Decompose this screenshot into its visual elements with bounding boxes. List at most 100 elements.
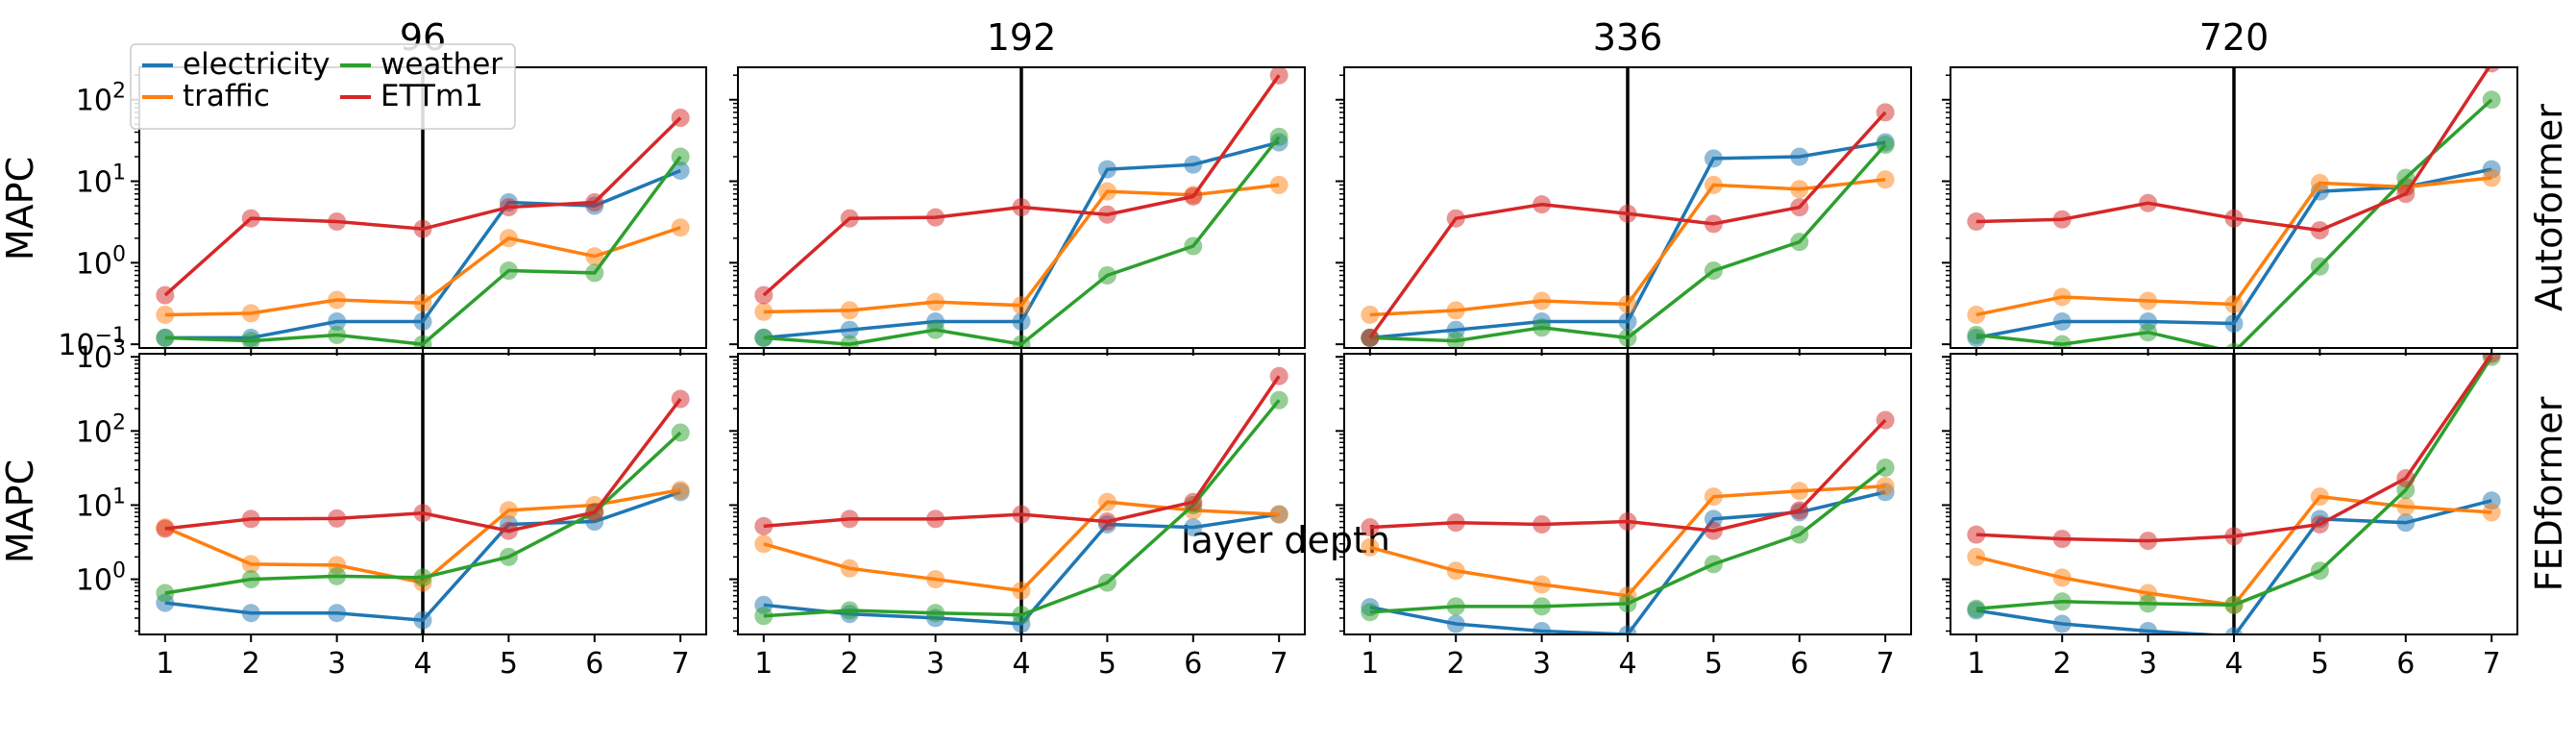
y-tick-label: 100 xyxy=(76,559,126,598)
data-point-weather-3 xyxy=(2139,594,2158,613)
data-point-weather-2 xyxy=(241,570,260,589)
data-point-ETTm1-7 xyxy=(671,389,690,409)
data-point-weather-1 xyxy=(156,328,175,347)
data-point-ETTm1-7 xyxy=(1269,67,1288,85)
y-tick-label: 102 xyxy=(76,410,126,449)
y-tick-label: 10−1 xyxy=(58,324,126,362)
row-label: Autoformer xyxy=(2528,104,2570,311)
data-point-weather-1 xyxy=(156,584,175,603)
data-point-ETTm1-1 xyxy=(754,516,773,535)
data-point-traffic-5 xyxy=(499,501,518,520)
data-point-ETTm1-4 xyxy=(1618,204,1637,223)
data-point-ETTm1-2 xyxy=(1446,513,1465,533)
data-point-traffic-7 xyxy=(671,481,690,500)
column-title: 720 xyxy=(2199,16,2269,59)
data-point-weather-3 xyxy=(328,325,347,344)
x-tick-label: 5 xyxy=(1705,647,1723,681)
data-point-ETTm1-1 xyxy=(1967,525,1986,544)
data-point-ETTm1-6 xyxy=(2396,185,2416,204)
data-point-traffic-1 xyxy=(1361,305,1380,324)
data-point-traffic-4 xyxy=(1012,296,1031,315)
x-tick-label: 3 xyxy=(2139,647,2157,681)
data-point-ETTm1-3 xyxy=(2139,532,2158,551)
data-point-ETTm1-4 xyxy=(2224,209,2244,228)
x-tick-label: 5 xyxy=(2311,647,2329,681)
panel-0-1: 192 xyxy=(729,16,1306,356)
data-point-weather-1 xyxy=(754,328,773,347)
data-point-ETTm1-3 xyxy=(1533,514,1552,534)
data-point-traffic-7 xyxy=(1876,477,1895,496)
data-point-weather-4 xyxy=(413,568,432,587)
y-axis-title-text: MAPC xyxy=(0,157,41,261)
data-point-ETTm1-2 xyxy=(1446,209,1465,228)
plot-area xyxy=(754,354,1288,634)
column-title: 192 xyxy=(987,16,1057,59)
data-point-weather-7 xyxy=(1876,458,1895,477)
data-point-weather-5 xyxy=(1097,573,1116,592)
data-point-traffic-7 xyxy=(671,218,690,237)
data-point-traffic-5 xyxy=(499,229,518,248)
data-point-ETTm1-2 xyxy=(2052,210,2072,229)
data-point-ETTm1-5 xyxy=(2310,514,2329,534)
y-tick-label: 102 xyxy=(76,80,126,118)
data-point-traffic-1 xyxy=(1361,537,1380,557)
data-point-ETTm1-6 xyxy=(1184,186,1203,206)
data-point-ETTm1-5 xyxy=(499,198,518,217)
data-point-electricity-4 xyxy=(1618,625,1637,634)
data-point-traffic-3 xyxy=(1533,291,1552,310)
data-point-ETTm1-4 xyxy=(413,504,432,523)
data-point-ETTm1-3 xyxy=(328,509,347,528)
data-point-ETTm1-5 xyxy=(1704,521,1723,540)
data-point-ETTm1-1 xyxy=(754,286,773,305)
x-axis-title: layer depth xyxy=(1181,519,1390,561)
y-tick-label: 100 xyxy=(76,242,126,281)
data-point-traffic-7 xyxy=(2482,503,2501,522)
x-tick-label: 4 xyxy=(2224,647,2243,681)
x-tick-label: 1 xyxy=(754,647,773,681)
data-point-weather-6 xyxy=(1184,236,1203,256)
panel-0-2: 336 xyxy=(1336,16,1912,356)
data-point-ETTm1-6 xyxy=(585,503,604,522)
data-point-weather-3 xyxy=(926,320,945,339)
data-point-weather-5 xyxy=(1704,261,1723,281)
data-point-traffic-2 xyxy=(241,555,260,574)
x-tick-label: 6 xyxy=(585,647,603,681)
data-point-traffic-3 xyxy=(2139,291,2158,310)
legend-label-electricity: electricity xyxy=(183,47,330,82)
data-point-electricity-3 xyxy=(328,604,347,623)
data-point-ETTm1-6 xyxy=(1790,198,1809,217)
data-point-traffic-1 xyxy=(754,302,773,321)
data-point-weather-2 xyxy=(840,601,859,620)
x-tick-label: 6 xyxy=(1184,647,1202,681)
data-point-traffic-2 xyxy=(1446,561,1465,581)
x-tick-label: 4 xyxy=(413,647,431,681)
panel-1-1: 1 2 3 4 5 6 7 xyxy=(729,353,1306,681)
data-point-ETTm1-7 xyxy=(2482,354,2501,363)
data-point-ETTm1-1 xyxy=(1361,328,1380,347)
data-point-weather-3 xyxy=(328,566,347,585)
data-point-ETTm1-5 xyxy=(1097,512,1116,532)
data-point-electricity-4 xyxy=(1012,311,1031,331)
legend-label-weather: weather xyxy=(380,47,503,82)
x-tick-label: 7 xyxy=(1270,647,1288,681)
data-point-traffic-2 xyxy=(840,559,859,578)
data-point-weather-6 xyxy=(585,263,604,283)
x-tick-label: 7 xyxy=(672,647,690,681)
data-point-traffic-5 xyxy=(1704,487,1723,507)
data-point-weather-3 xyxy=(1533,318,1552,337)
plot-area xyxy=(754,67,1288,348)
row-label-text: Autoformer xyxy=(2528,104,2570,311)
data-point-traffic-1 xyxy=(156,305,175,324)
data-point-weather-4 xyxy=(2225,342,2243,348)
data-point-traffic-5 xyxy=(1097,182,1116,201)
data-point-traffic-6 xyxy=(585,247,604,266)
data-point-ETTm1-2 xyxy=(241,509,260,529)
data-point-traffic-6 xyxy=(2396,497,2416,516)
data-point-electricity-4 xyxy=(2224,313,2244,333)
data-point-traffic-7 xyxy=(1876,170,1895,189)
data-point-traffic-2 xyxy=(241,304,260,323)
data-point-ETTm1-2 xyxy=(2052,530,2072,549)
data-point-electricity-4 xyxy=(413,311,432,331)
data-point-weather-4 xyxy=(1012,606,1031,625)
